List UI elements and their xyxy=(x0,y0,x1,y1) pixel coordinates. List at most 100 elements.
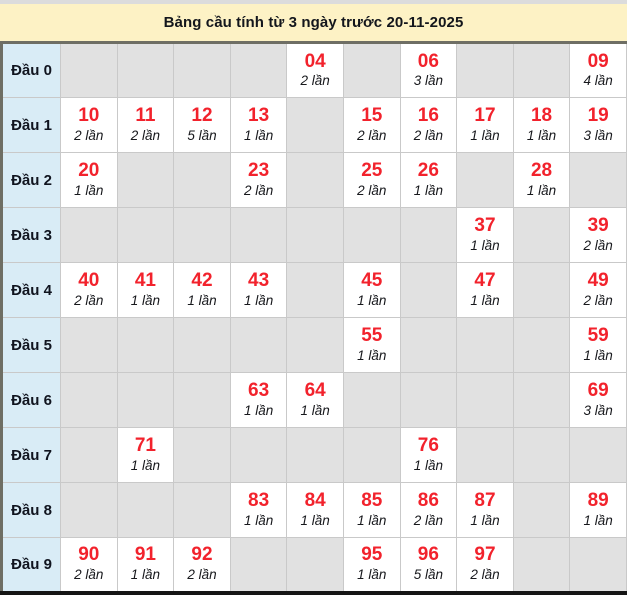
cell-number: 91 xyxy=(134,544,156,566)
cell-number: 92 xyxy=(191,544,213,566)
cell-count: 1 lần xyxy=(300,402,330,418)
cell-number: 76 xyxy=(417,435,439,457)
empty-cell xyxy=(342,42,401,98)
number-cell: 76 1 lần xyxy=(399,427,458,483)
number-cell: 18 1 lần xyxy=(512,97,571,153)
cell-number: 97 xyxy=(474,544,496,566)
cell-number: 16 xyxy=(417,105,439,127)
cell-count: 3 lần xyxy=(583,127,613,143)
cell-number: 20 xyxy=(78,160,100,182)
row-header: Đầu 5 xyxy=(1,317,61,373)
cell-count: 5 lần xyxy=(413,567,443,583)
cell-count: 1 lần xyxy=(243,512,274,528)
cell-number: 90 xyxy=(78,544,100,566)
empty-cell xyxy=(286,97,344,153)
cell-count: 1 lần xyxy=(300,512,330,528)
number-cell: 28 1 lần xyxy=(512,152,571,208)
bridge-table-body: Đầu 0 04 2 lần 06 3 lần 09 4 lần Đầu 1 10 2 lần 11… xyxy=(1,42,627,593)
cell-number: 43 xyxy=(248,270,270,292)
cell-number: 09 xyxy=(587,50,609,72)
number-cell: 87 1 lần xyxy=(456,482,514,538)
number-cell: 39 2 lần xyxy=(569,207,627,263)
number-cell: 06 3 lần xyxy=(399,42,458,98)
number-cell: 90 2 lần xyxy=(60,537,118,593)
top-strip xyxy=(0,0,627,4)
number-cell: 86 2 lần xyxy=(399,482,458,538)
row-header: Đầu 9 xyxy=(1,537,61,593)
cell-count: 1 lần xyxy=(130,567,161,583)
cell-number: 11 xyxy=(135,105,156,127)
number-cell: 49 2 lần xyxy=(569,262,627,318)
cell-count: 1 lần xyxy=(526,127,557,143)
cell-number: 85 xyxy=(361,490,383,512)
table-row: Đầu 5 55 1 lần 59 1 lần xyxy=(1,317,627,373)
number-cell: 97 2 lần xyxy=(456,537,514,593)
table-row: Đầu 3 37 1 lần 39 2 lần xyxy=(1,207,627,263)
empty-cell xyxy=(60,482,118,538)
table-row: Đầu 8 83 1 lần 84 1 lần 85 1 lần 86 2 lần 87 1 lần… xyxy=(1,482,627,538)
number-cell: 83 1 lần xyxy=(229,482,288,538)
number-cell: 12 5 lần xyxy=(173,97,231,153)
number-cell: 25 2 lần xyxy=(342,152,401,208)
empty-cell xyxy=(60,372,118,428)
empty-cell xyxy=(399,262,458,318)
table-row: Đầu 2 20 1 lần 23 2 lần 25 2 lần 26 1 lần 28 1 lần xyxy=(1,152,627,208)
empty-cell xyxy=(286,317,344,373)
cell-count: 1 lần xyxy=(357,292,387,308)
cell-count: 2 lần xyxy=(74,292,104,308)
cell-count: 1 lần xyxy=(583,512,613,528)
cell-number: 39 xyxy=(587,215,609,237)
cell-count: 3 lần xyxy=(583,402,613,418)
cell-count: 2 lần xyxy=(413,512,443,528)
empty-cell xyxy=(512,537,571,593)
cell-number: 18 xyxy=(530,105,553,127)
empty-cell xyxy=(173,42,231,98)
number-cell: 55 1 lần xyxy=(342,317,401,373)
cell-count: 5 lần xyxy=(187,127,217,143)
cell-count: 4 lần xyxy=(583,73,613,89)
cell-count: 1 lần xyxy=(470,512,500,528)
number-cell: 17 1 lần xyxy=(456,97,514,153)
row-header: Đầu 7 xyxy=(1,427,61,483)
table-row: Đầu 1 10 2 lần 11 2 lần 12 5 lần 13 1 lần 15 2 lần… xyxy=(1,97,627,153)
cell-number: 10 xyxy=(78,105,100,127)
cell-number: 64 xyxy=(304,380,326,402)
cell-number: 71 xyxy=(134,435,156,457)
cell-number: 06 xyxy=(417,50,439,72)
cell-number: 19 xyxy=(587,105,609,127)
cell-number: 84 xyxy=(304,490,326,512)
cell-count: 1 lần xyxy=(243,292,274,308)
cell-count: 1 lần xyxy=(470,127,500,143)
cell-count: 1 lần xyxy=(243,402,274,418)
empty-cell xyxy=(229,317,288,373)
cell-number: 89 xyxy=(587,490,609,512)
number-cell: 43 1 lần xyxy=(229,262,288,318)
empty-cell xyxy=(60,42,118,98)
cell-count: 2 lần xyxy=(74,567,104,583)
cell-number: 47 xyxy=(474,270,496,292)
empty-cell xyxy=(60,427,118,483)
cell-number: 28 xyxy=(530,160,553,182)
table-row: Đầu 7 71 1 lần 76 1 lần xyxy=(1,427,627,483)
bridge-table: Đầu 0 04 2 lần 06 3 lần 09 4 lần Đầu 1 10 2 lần 11… xyxy=(0,41,627,595)
number-cell: 40 2 lần xyxy=(60,262,118,318)
empty-cell xyxy=(60,207,118,263)
cell-number: 69 xyxy=(587,380,609,402)
cell-count: 1 lần xyxy=(357,347,387,363)
number-cell: 95 1 lần xyxy=(342,537,401,593)
empty-cell xyxy=(512,427,571,483)
number-cell: 47 1 lần xyxy=(456,262,514,318)
empty-cell xyxy=(399,317,458,373)
row-header: Đầu 2 xyxy=(1,152,61,208)
empty-cell xyxy=(456,427,514,483)
number-cell: 45 1 lần xyxy=(342,262,401,318)
empty-cell xyxy=(229,207,288,263)
cell-count: 2 lần xyxy=(470,567,500,583)
number-cell: 20 1 lần xyxy=(60,152,118,208)
cell-count: 1 lần xyxy=(357,567,387,583)
empty-cell xyxy=(116,207,175,263)
empty-cell xyxy=(342,207,401,263)
empty-cell xyxy=(286,262,344,318)
empty-cell xyxy=(512,482,571,538)
